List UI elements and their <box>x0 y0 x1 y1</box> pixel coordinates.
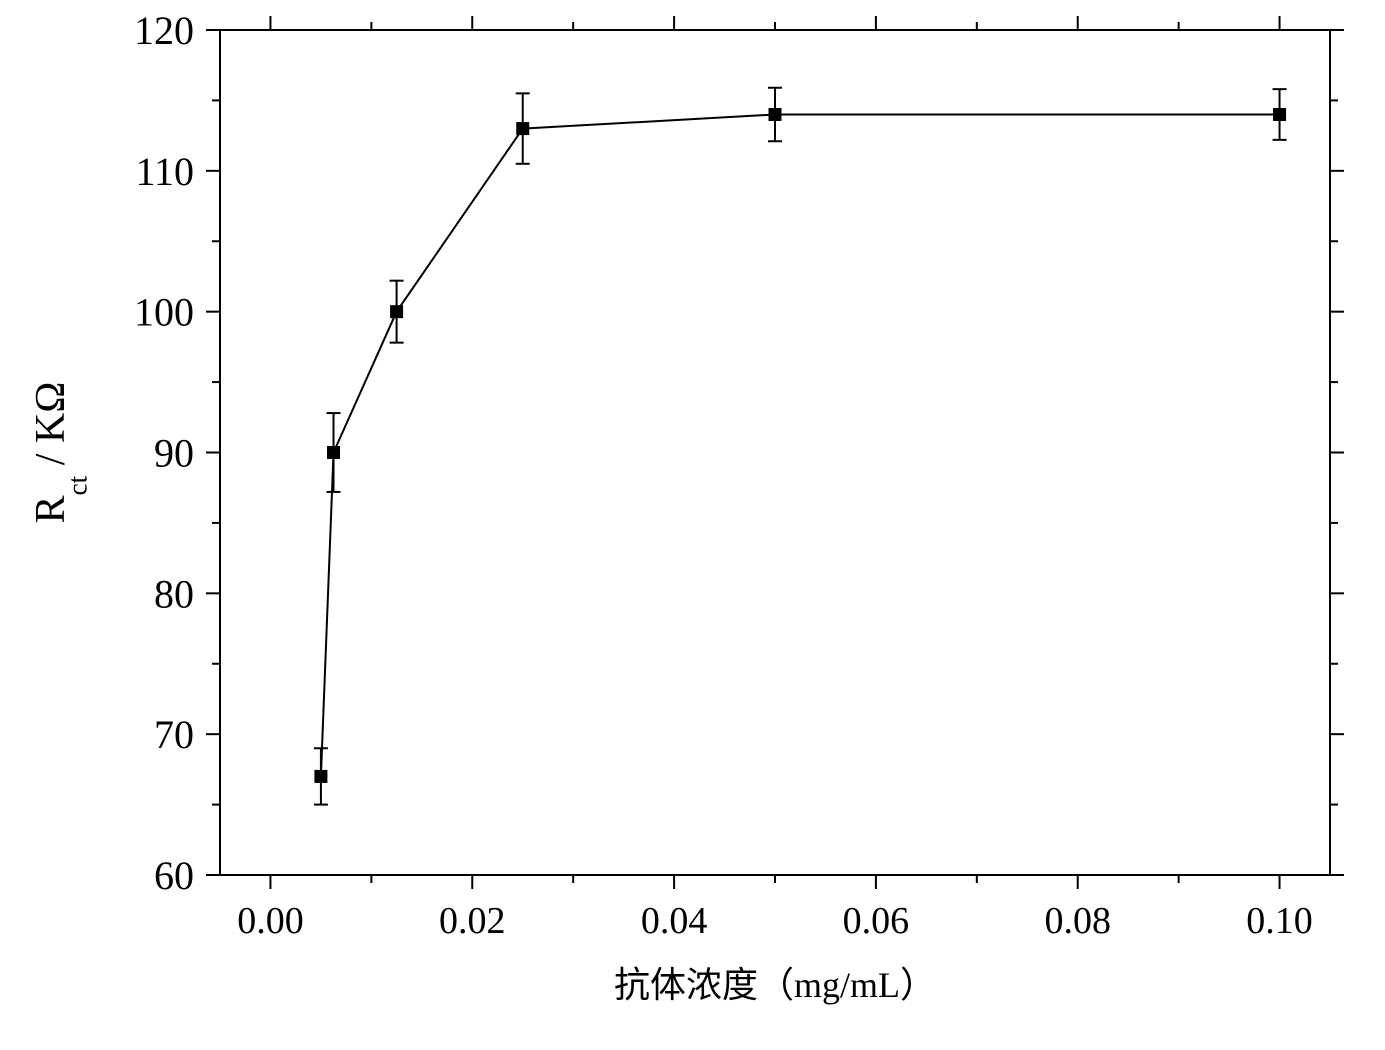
x-tick-label: 0.10 <box>1246 900 1313 942</box>
y-tick-label: 100 <box>134 290 194 335</box>
y-tick-label: 80 <box>154 571 194 616</box>
y-tick-label: 120 <box>134 8 194 53</box>
x-axis-label: 抗体浓度（mg/mL） <box>614 965 936 1005</box>
data-marker <box>1274 109 1286 121</box>
y-axis-label-group: Rct / KΩ <box>28 382 93 524</box>
plot-frame <box>220 30 1330 875</box>
chart-container: 0.00 0.02 0.04 0.06 0.08 0.10 60 70 80 90 100 110 12… <box>0 0 1385 1050</box>
series-line <box>321 115 1280 777</box>
x-tick-label: 0.08 <box>1044 900 1111 942</box>
y-tick-label: 90 <box>154 431 194 476</box>
chart-svg: 0.00 0.02 0.04 0.06 0.08 0.10 60 70 80 90 100 110 12… <box>0 0 1385 1050</box>
data-marker <box>328 447 340 459</box>
x-tick-label: 0.00 <box>237 900 304 942</box>
y-tick-label: 60 <box>154 853 194 898</box>
y-axis-label: Rct / KΩ <box>28 382 93 524</box>
x-tick-label: 0.02 <box>439 900 506 942</box>
y-tick-label: 70 <box>154 712 194 757</box>
x-tick-label: 0.04 <box>641 900 708 942</box>
data-marker <box>517 123 529 135</box>
y-tick-label: 110 <box>135 149 194 194</box>
data-marker <box>315 770 327 782</box>
data-marker <box>769 109 781 121</box>
x-tick-label: 0.06 <box>843 900 910 942</box>
data-marker <box>391 306 403 318</box>
